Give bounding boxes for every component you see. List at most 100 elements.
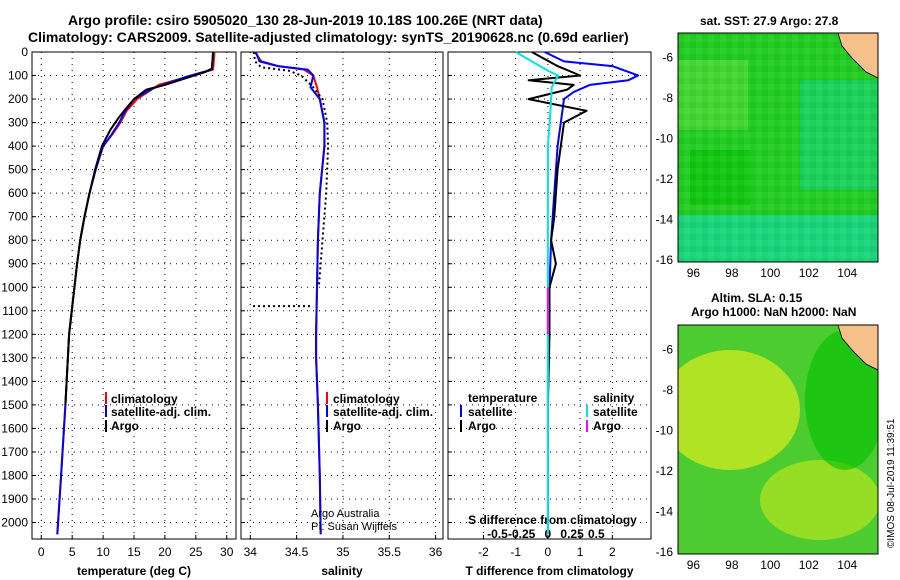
series-line-salinity-satellite-adj-clim- (254, 51, 326, 535)
y-tick-label: 500 (8, 163, 28, 177)
x-tick-label: 10 (96, 545, 110, 559)
map-sst-y-tick-label: -8 (662, 91, 673, 105)
y-tick-label: 700 (8, 210, 28, 224)
panel-frame-difference (447, 51, 652, 540)
y-tick-label: 900 (8, 257, 28, 271)
map-sst-y-tick-label: -16 (656, 253, 674, 267)
y-tick-label: 1200 (1, 327, 28, 341)
y-tick-label: 100 (8, 69, 28, 83)
y-tick-label: 800 (8, 233, 28, 247)
legend-label-temp-satellite: satellite (468, 405, 513, 419)
y-tick-label: 1500 (1, 398, 28, 412)
sst-coastline (837, 33, 878, 79)
map-sla-y-tick-label: -12 (656, 464, 674, 478)
map-sla-title: Altim. SLA: 0.15 (711, 291, 803, 305)
map-sst-x-tick-label: 104 (837, 266, 857, 280)
x-tick-label: -2 (478, 545, 489, 559)
x-tick-label: 1 (577, 545, 584, 559)
legend-label-temp-argo: Argo (468, 419, 496, 433)
x-tick-label-secondary: 0.25 (560, 527, 584, 541)
legend-label-satellite: satellite-adj. clim. (333, 405, 433, 419)
figure-title-line1: Argo profile: csiro 5905020_130 28-Jun-2… (68, 12, 543, 28)
credit-line1: Argo Australia (311, 508, 380, 520)
legend-temperature: climatology satellite-adj. clim. Argo (105, 392, 211, 433)
series-line-temperature-climatology (56, 51, 216, 535)
map-sla-x-tick-label: 104 (837, 558, 857, 572)
y-tick-label: 1700 (1, 445, 28, 459)
x-tick-label: 34.5 (285, 545, 309, 559)
legend-header-temperature: temperature (468, 391, 538, 405)
figure-title-line2: Climatology: CARS2009. Satellite-adjuste… (28, 29, 629, 45)
map-sla-subtitle: Argo h1000: NaN h2000: NaN (691, 305, 856, 319)
x-tick-label: 15 (127, 545, 141, 559)
legend-header-salinity: salinity (593, 391, 635, 405)
map-sla-x-tick-label: 102 (799, 558, 819, 572)
y-tick-label: 1900 (1, 492, 28, 506)
legend-label-climatology: climatology (333, 392, 400, 406)
map-sst (678, 33, 878, 262)
x-tick-label: 0 (545, 545, 552, 559)
legend-salinity: climatology satellite-adj. clim. Argo (326, 392, 433, 433)
map-sst-x-tick-label: 102 (799, 266, 819, 280)
map-sst-frame (677, 32, 879, 263)
legend-difference: temperature salinity satellite Argo sate… (460, 391, 638, 433)
sst-pixel-texture (678, 33, 878, 262)
panel-frame-salinity (240, 51, 444, 540)
map-sla-x-tick-label: 98 (725, 558, 739, 572)
legend-label-argo: Argo (333, 419, 361, 433)
series-line-difference-salinity-satellite (515, 51, 560, 535)
x-axis-label: salinity (321, 564, 363, 578)
sla-coastline (837, 325, 878, 371)
map-sst-title: sat. SST: 27.9 Argo: 27.8 (700, 14, 839, 28)
watermark: ©IMOS 08-Jul-2019 11:39:51 (886, 418, 897, 548)
y-tick-label: 2000 (1, 516, 28, 530)
map-sla-y-tick-label: -8 (662, 383, 673, 397)
legend-label-argo: Argo (111, 419, 139, 433)
x-tick-label: 35 (336, 545, 350, 559)
x-tick-label: 34 (244, 545, 258, 559)
y-tick-label: 1000 (1, 280, 28, 294)
map-sla (678, 325, 878, 554)
y-tick-label: 1100 (2, 304, 28, 318)
series-line-salinity-argo (253, 51, 330, 288)
sla-high-anomaly (678, 350, 800, 470)
x-tick-label-secondary: -0.5 (487, 527, 508, 541)
legend-label-satellite: satellite-adj. clim. (111, 405, 211, 419)
y-tick-label: 0 (21, 45, 28, 59)
x-axis-label: T difference from climatology (465, 564, 633, 578)
map-sla-x-tick-label: 96 (687, 558, 701, 572)
series-line-difference-temperature-satellite (544, 51, 640, 535)
x-tick-label: 30 (220, 545, 234, 559)
map-sla-x-tick-label: 100 (760, 558, 780, 572)
y-tick-label: 1600 (1, 421, 28, 435)
sla-high-anomaly (760, 460, 878, 540)
x-axis-label: temperature (deg C) (77, 564, 191, 578)
sla-low-anomaly (805, 330, 878, 470)
y-tick-label: 1300 (1, 351, 28, 365)
x-tick-label: 5 (69, 545, 76, 559)
credit-line2: PI: Susan Wijffels (311, 521, 397, 533)
series-line-temperature-argo (64, 51, 215, 405)
y-tick-label: 1800 (1, 468, 28, 482)
x-tick-label: 25 (189, 545, 203, 559)
map-sla-y-tick-label: -6 (662, 342, 673, 356)
series-line-difference-temperature-argo (527, 51, 588, 405)
map-sla-y-tick-label: -14 (656, 504, 674, 518)
map-sst-y-tick-label: -14 (656, 212, 674, 226)
x-tick-label: -1 (510, 545, 521, 559)
map-sst-y-tick-label: -12 (656, 172, 674, 186)
map-sst-x-tick-label: 96 (687, 266, 701, 280)
x-tick-label: 36 (429, 545, 443, 559)
map-sla-y-tick-label: -10 (656, 423, 674, 437)
x-tick-label-secondary: 0.5 (588, 527, 605, 541)
series-line-temperature-satellite-adj-clim- (56, 51, 215, 535)
x-axis-label-secondary: S difference from climatology (468, 513, 637, 527)
series-line-salinity-climatology (254, 51, 326, 535)
legend-label-sal-satellite: satellite (593, 405, 638, 419)
legend-label-sal-argo: Argo (593, 419, 621, 433)
y-tick-label: 1400 (1, 374, 28, 388)
legend-label-climatology: climatology (111, 392, 178, 406)
map-sst-y-tick-label: -10 (656, 131, 674, 145)
map-sst-y-tick-label: -6 (662, 50, 673, 64)
